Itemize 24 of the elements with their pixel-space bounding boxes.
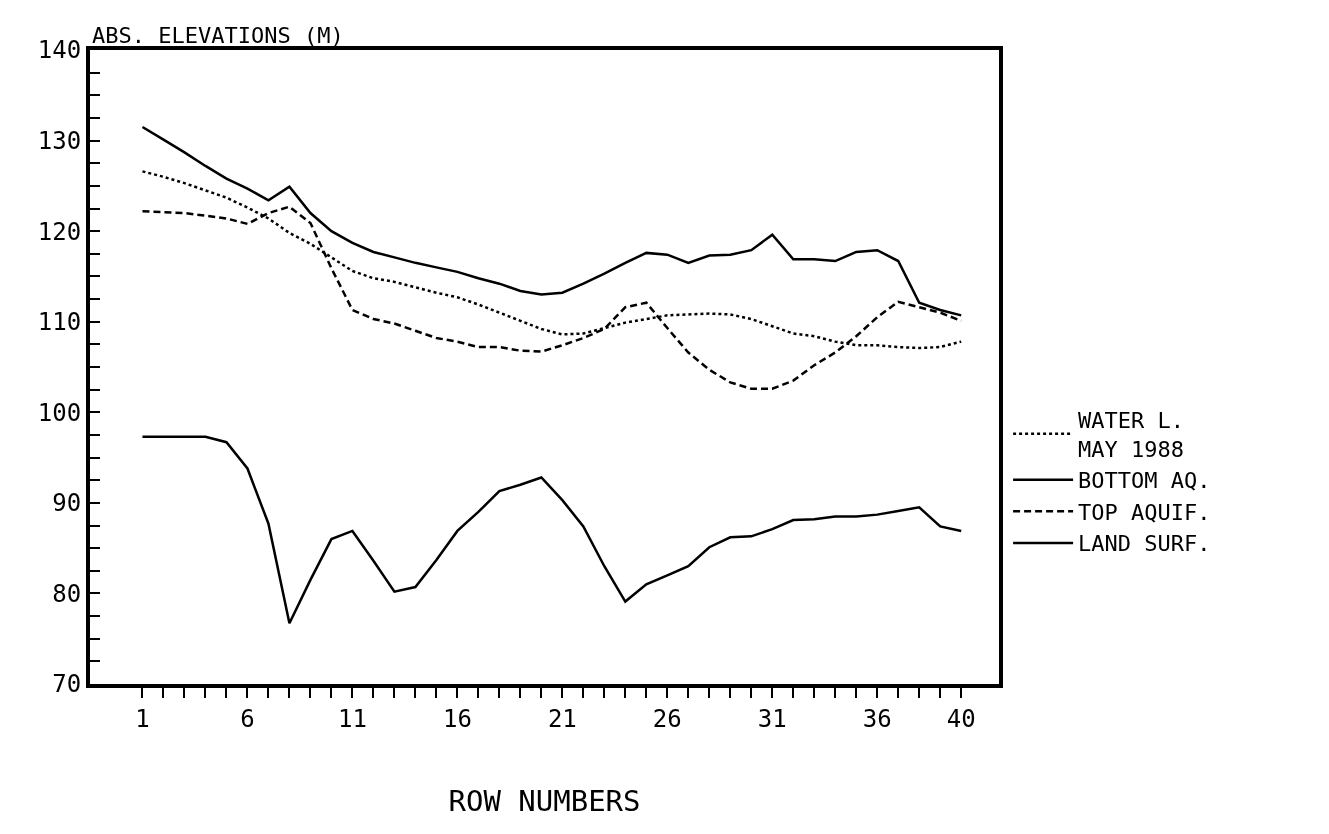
y-tick-label: 110 <box>37 308 82 337</box>
y-tick-label: 140 <box>37 36 82 65</box>
legend-label: TOP AQUIF. <box>1078 499 1211 525</box>
y-tick-label: 130 <box>37 126 82 155</box>
legend-label: BOTTOM AQ. <box>1078 468 1211 494</box>
x-tick-label: 6 <box>240 704 255 733</box>
x-tick-label: 36 <box>862 704 892 733</box>
line-series <box>141 435 963 625</box>
x-axis-title: ROW NUMBERS <box>448 784 641 819</box>
y-tick-label: 80 <box>52 579 82 608</box>
x-tick-label: 11 <box>337 704 367 733</box>
x-tick-label: 31 <box>757 704 787 733</box>
x-tick-label: 21 <box>547 704 577 733</box>
x-tick-label: 40 <box>946 704 976 733</box>
y-tick-label: 70 <box>52 670 82 699</box>
legend-label: WATER L. MAY 1988 <box>1078 408 1185 462</box>
x-tick-label: 1 <box>135 704 150 733</box>
y-axis-title: ABS. ELEVATIONS (M) <box>92 23 344 48</box>
legend-label: LAND SURF. <box>1078 531 1211 557</box>
y-tick-label: 120 <box>37 217 82 246</box>
y-tick-label: 90 <box>52 489 82 518</box>
y-tick-label: 100 <box>37 398 82 427</box>
x-tick-label: 16 <box>442 704 472 733</box>
x-tick-label: 26 <box>652 704 682 733</box>
